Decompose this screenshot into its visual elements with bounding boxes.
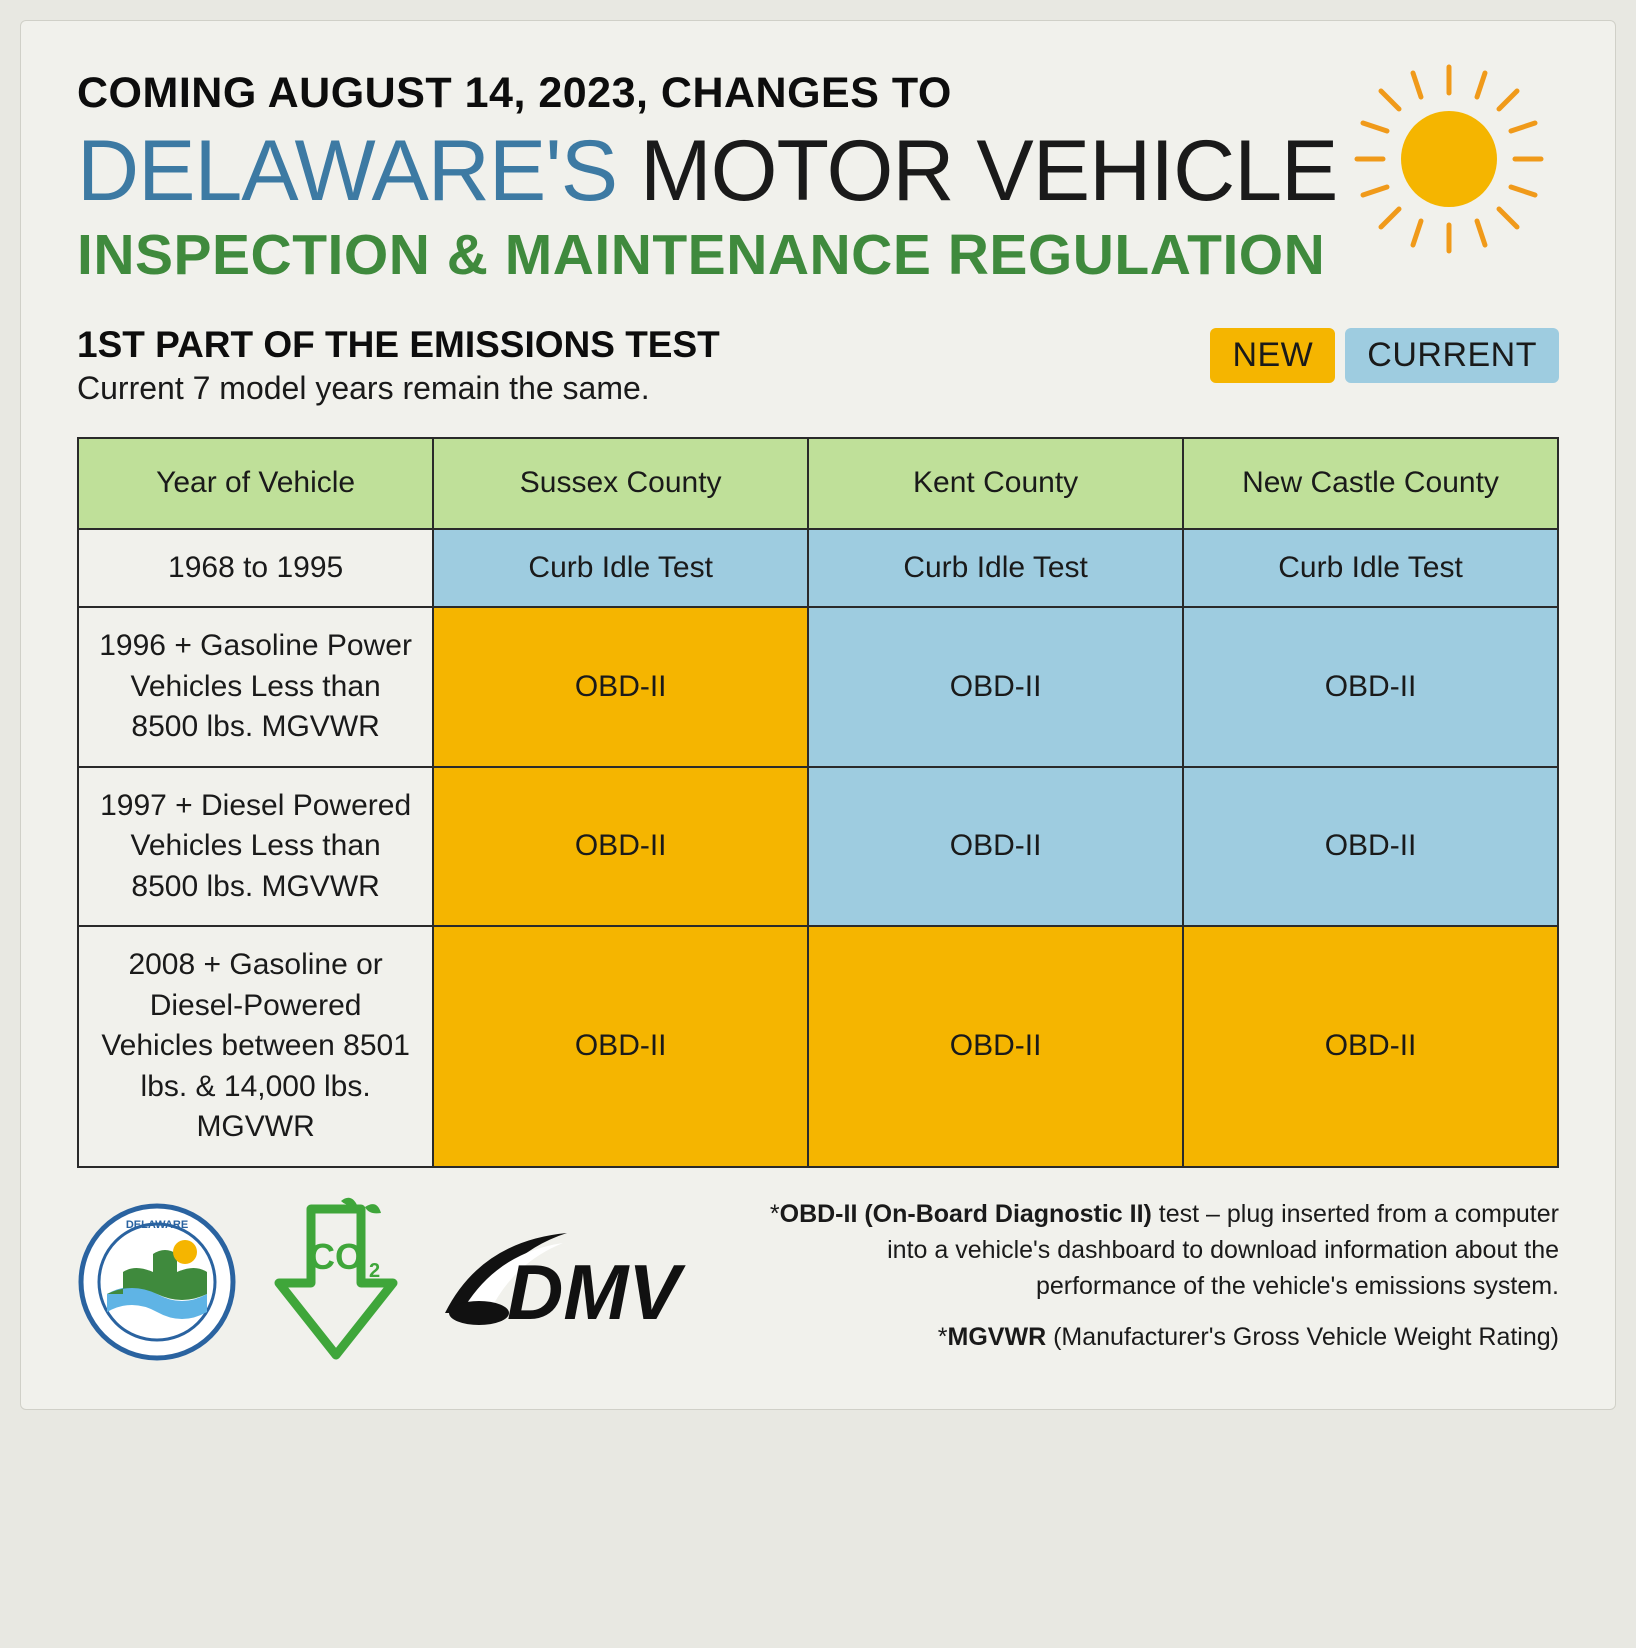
co2-down-arrow-icon: CO 2 xyxy=(261,1197,411,1367)
col-sussex: Sussex County xyxy=(433,438,808,529)
section-title: 1ST PART OF THE EMISSIONS TEST xyxy=(77,324,720,366)
table-cell: Curb Idle Test xyxy=(808,529,1183,608)
footnote-lead: * xyxy=(938,1323,948,1351)
row-label: 1997 + Diesel Powered Vehicles Less than… xyxy=(78,767,433,927)
footnotes: *OBD-II (On-Board Diagnostic II) test – … xyxy=(743,1196,1559,1369)
footnote-bold: MGVWR xyxy=(948,1323,1047,1351)
table-row: 2008 + Gasoline or Diesel-Powered Vehicl… xyxy=(78,926,1558,1167)
footer: DELAWARE CO 2 DMV *OBD-II (On-Board Diag… xyxy=(77,1196,1559,1369)
footnote-obdii: *OBD-II (On-Board Diagnostic II) test – … xyxy=(743,1196,1559,1305)
row-label: 2008 + Gasoline or Diesel-Powered Vehicl… xyxy=(78,926,433,1167)
table-cell: OBD-II xyxy=(808,607,1183,767)
table-cell: Curb Idle Test xyxy=(433,529,808,608)
table-row: 1996 + Gasoline Power Vehicles Less than… xyxy=(78,607,1558,767)
legend: NEW CURRENT xyxy=(1210,328,1559,383)
section-subtitle: Current 7 model years remain the same. xyxy=(77,370,720,407)
footnote-mgvwr: *MGVWR (Manufacturer's Gross Vehicle Wei… xyxy=(743,1319,1559,1355)
subtitle-text: INSPECTION & MAINTENANCE REGULATION xyxy=(77,222,1559,288)
section-header-row: 1ST PART OF THE EMISSIONS TEST Current 7… xyxy=(77,324,1559,407)
col-year: Year of Vehicle xyxy=(78,438,433,529)
table-cell: Curb Idle Test xyxy=(1183,529,1558,608)
col-ncc: New Castle County xyxy=(1183,438,1558,529)
sun-icon xyxy=(1349,59,1549,259)
table-cell: OBD-II xyxy=(1183,926,1558,1167)
header: COMING AUGUST 14, 2023, CHANGES TO DELAW… xyxy=(77,69,1559,288)
table-cell: OBD-II xyxy=(433,926,808,1167)
dnrec-seal-icon: DELAWARE xyxy=(77,1202,237,1362)
title-black: MOTOR VEHICLE xyxy=(640,123,1337,219)
dmv-logo-text: DMV xyxy=(507,1248,686,1336)
table-cell: OBD-II xyxy=(808,926,1183,1167)
table-cell: OBD-II xyxy=(1183,607,1558,767)
table-cell: OBD-II xyxy=(808,767,1183,927)
table-cell: OBD-II xyxy=(1183,767,1558,927)
legend-new: NEW xyxy=(1210,328,1335,383)
section-left: 1ST PART OF THE EMISSIONS TEST Current 7… xyxy=(77,324,720,407)
svg-text:CO: CO xyxy=(309,1236,363,1277)
table-row: 1997 + Diesel Powered Vehicles Less than… xyxy=(78,767,1558,927)
legend-current: CURRENT xyxy=(1345,328,1559,383)
row-label: 1996 + Gasoline Power Vehicles Less than… xyxy=(78,607,433,767)
row-label: 1968 to 1995 xyxy=(78,529,433,608)
col-kent: Kent County xyxy=(808,438,1183,529)
svg-text:2: 2 xyxy=(369,1260,380,1282)
title-line: DELAWARE'S MOTOR VEHICLE xyxy=(77,126,1559,216)
footer-icons: DELAWARE CO 2 DMV xyxy=(77,1197,715,1367)
eyebrow-text: COMING AUGUST 14, 2023, CHANGES TO xyxy=(77,69,1559,118)
table-body: 1968 to 1995Curb Idle TestCurb Idle Test… xyxy=(78,529,1558,1167)
footnote-bold: OBD-II (On-Board Diagnostic II) xyxy=(780,1200,1152,1228)
footnote-rest: (Manufacturer's Gross Vehicle Weight Rat… xyxy=(1046,1323,1559,1351)
table-row: 1968 to 1995Curb Idle TestCurb Idle Test… xyxy=(78,529,1558,608)
footnote-lead: * xyxy=(770,1200,780,1228)
table-cell: OBD-II xyxy=(433,607,808,767)
table-cell: OBD-II xyxy=(433,767,808,927)
table-header-row: Year of Vehicle Sussex County Kent Count… xyxy=(78,438,1558,529)
title-blue: DELAWARE'S xyxy=(77,123,617,219)
emissions-table: Year of Vehicle Sussex County Kent Count… xyxy=(77,437,1559,1168)
dmv-logo-icon: DMV xyxy=(435,1217,715,1347)
svg-text:DELAWARE: DELAWARE xyxy=(126,1219,188,1231)
infographic-card: COMING AUGUST 14, 2023, CHANGES TO DELAW… xyxy=(20,20,1616,1410)
